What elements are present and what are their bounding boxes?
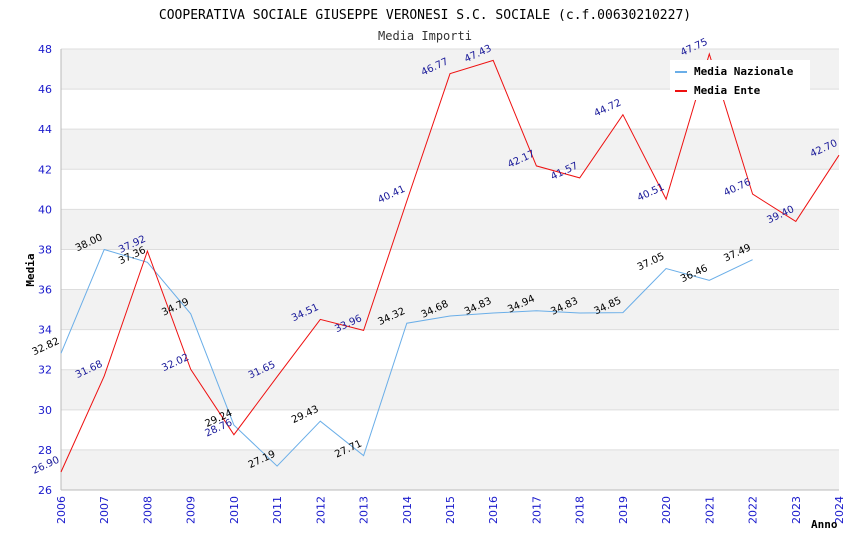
x-tick-label: 2021 — [703, 496, 716, 524]
grid-band — [61, 209, 839, 250]
x-tick-label: 2018 — [574, 496, 587, 524]
x-tick-label: 2024 — [833, 496, 846, 524]
y-tick-label: 36 — [38, 284, 52, 297]
y-tick-label: 38 — [38, 243, 52, 256]
data-labels: 32.8238.0037.3634.7929.2427.1929.4327.71… — [31, 37, 840, 477]
x-tick-label: 2017 — [530, 496, 543, 524]
x-tick-label: 2020 — [660, 496, 673, 524]
x-tick-label: 2007 — [98, 496, 111, 524]
y-tick-label: 30 — [38, 404, 52, 417]
legend-box — [670, 60, 810, 100]
series-line-media-ente — [60, 52, 840, 473]
x-tick-label: 2015 — [444, 496, 457, 524]
grid-band — [61, 129, 839, 170]
x-tick-label: 2013 — [358, 496, 371, 524]
x-tick-label: 2011 — [271, 496, 284, 524]
legend-label-media-nazionale: Media Nazionale — [694, 65, 794, 78]
grid-band — [61, 369, 839, 410]
x-tick-label: 2009 — [185, 496, 198, 524]
chart-subtitle: Media Importi — [378, 29, 472, 43]
y-tick-label: 48 — [38, 43, 52, 56]
y-tick-label: 32 — [38, 364, 52, 377]
chart-title: COOPERATIVA SOCIALE GIUSEPPE VERONESI S.… — [159, 8, 691, 23]
grid-lines — [61, 48, 839, 491]
data-label: 44.72 — [593, 97, 624, 119]
y-tick-label: 34 — [38, 324, 52, 337]
y-tick-labels: 26 28 30 32 34 36 38 40 42 44 46 48 — [38, 43, 52, 497]
grid-band — [61, 289, 839, 330]
series-line-media-nazionale — [60, 248, 753, 467]
x-axis-label: Anno — [811, 518, 838, 531]
data-label: 32.82 — [31, 336, 62, 358]
x-tick-labels: 2006 2007 2008 2009 2010 2011 2012 2013 2014 2015… — [55, 496, 846, 524]
x-tick-label: 2022 — [747, 496, 760, 524]
x-tick-label: 2012 — [314, 496, 327, 524]
x-tick-label: 2019 — [617, 496, 630, 524]
x-tick-label: 2016 — [487, 496, 500, 524]
axes — [60, 49, 839, 491]
legend-label-media-ente: Media Ente — [694, 84, 761, 97]
x-tick-label: 2023 — [790, 496, 803, 524]
data-label: 37.05 — [636, 251, 667, 273]
y-tick-label: 46 — [38, 83, 52, 96]
x-tick-label: 2010 — [228, 496, 241, 524]
y-tick-label: 40 — [38, 203, 52, 216]
x-tick-label: 2006 — [55, 496, 68, 524]
y-axis-label: Media — [24, 253, 37, 286]
legend: Media Nazionale Media Ente — [670, 60, 810, 100]
data-label: 36.46 — [679, 263, 710, 285]
series-lines — [60, 52, 840, 473]
grid-bands — [61, 49, 839, 490]
y-tick-label: 44 — [38, 123, 52, 136]
data-label: 40.51 — [636, 182, 667, 204]
data-label: 26.90 — [31, 455, 62, 477]
y-tick-label: 26 — [38, 484, 52, 497]
x-tick-label: 2008 — [141, 496, 154, 524]
grid-band — [61, 449, 839, 490]
x-tick-label: 2014 — [401, 496, 414, 524]
data-label: 40.41 — [376, 184, 407, 206]
y-tick-label: 28 — [38, 444, 52, 457]
data-label: 40.76 — [722, 177, 753, 199]
y-tick-label: 42 — [38, 163, 52, 176]
